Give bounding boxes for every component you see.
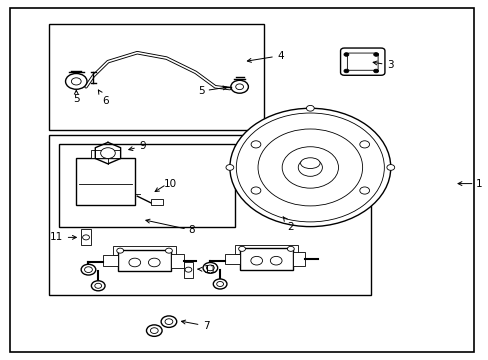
Text: 2: 2: [283, 217, 294, 231]
Circle shape: [359, 141, 369, 148]
Circle shape: [184, 267, 191, 272]
Text: 11: 11: [50, 232, 63, 242]
Circle shape: [343, 69, 348, 73]
Circle shape: [270, 256, 282, 265]
Circle shape: [216, 282, 223, 287]
Bar: [293, 252, 305, 266]
Bar: [183, 262, 193, 278]
Circle shape: [129, 258, 141, 267]
Bar: [103, 255, 118, 266]
Circle shape: [298, 158, 322, 176]
Circle shape: [82, 235, 89, 240]
Bar: [118, 250, 171, 271]
Ellipse shape: [300, 158, 320, 168]
Text: 11: 11: [198, 265, 217, 275]
Circle shape: [251, 187, 260, 194]
Circle shape: [117, 248, 123, 253]
Bar: [49, 24, 264, 130]
Circle shape: [225, 165, 233, 170]
Circle shape: [250, 256, 262, 265]
Circle shape: [373, 53, 378, 56]
Circle shape: [306, 105, 314, 111]
Bar: [91, 149, 120, 158]
Circle shape: [213, 279, 226, 289]
Circle shape: [150, 328, 158, 333]
Bar: [171, 253, 183, 268]
Text: 5: 5: [198, 86, 204, 96]
Bar: [113, 246, 176, 255]
Bar: [239, 248, 293, 270]
Text: 6: 6: [98, 90, 109, 106]
Circle shape: [84, 267, 92, 273]
Bar: [151, 199, 163, 205]
Circle shape: [91, 281, 105, 291]
Bar: [59, 144, 234, 226]
Circle shape: [386, 165, 394, 170]
Text: 5: 5: [73, 90, 80, 104]
Text: 3: 3: [372, 60, 393, 70]
FancyBboxPatch shape: [346, 53, 377, 70]
Circle shape: [203, 262, 217, 273]
Circle shape: [230, 80, 248, 93]
Circle shape: [359, 187, 369, 194]
Bar: [81, 229, 91, 245]
Circle shape: [95, 283, 102, 288]
Circle shape: [343, 53, 348, 56]
Circle shape: [148, 258, 160, 267]
Text: 7: 7: [203, 321, 209, 331]
Bar: [49, 135, 370, 295]
Text: 4: 4: [247, 50, 284, 62]
Text: 1: 1: [475, 179, 482, 189]
Circle shape: [71, 78, 81, 85]
Circle shape: [206, 265, 214, 271]
Circle shape: [229, 108, 390, 226]
Circle shape: [146, 325, 162, 336]
Circle shape: [258, 129, 362, 206]
Circle shape: [65, 73, 87, 89]
Circle shape: [81, 264, 96, 275]
Circle shape: [251, 141, 260, 148]
Bar: [234, 244, 298, 253]
Bar: [224, 253, 239, 264]
Circle shape: [164, 319, 172, 324]
Circle shape: [165, 248, 172, 253]
Circle shape: [101, 148, 115, 158]
Bar: [76, 158, 135, 205]
Circle shape: [161, 316, 176, 327]
FancyBboxPatch shape: [340, 48, 384, 75]
Circle shape: [282, 147, 338, 188]
Circle shape: [235, 84, 243, 90]
Text: 9: 9: [128, 141, 146, 151]
Circle shape: [238, 246, 245, 251]
Circle shape: [287, 246, 294, 251]
Circle shape: [373, 69, 378, 73]
Text: 8: 8: [188, 225, 195, 235]
Text: 10: 10: [163, 179, 177, 189]
Circle shape: [236, 113, 384, 222]
